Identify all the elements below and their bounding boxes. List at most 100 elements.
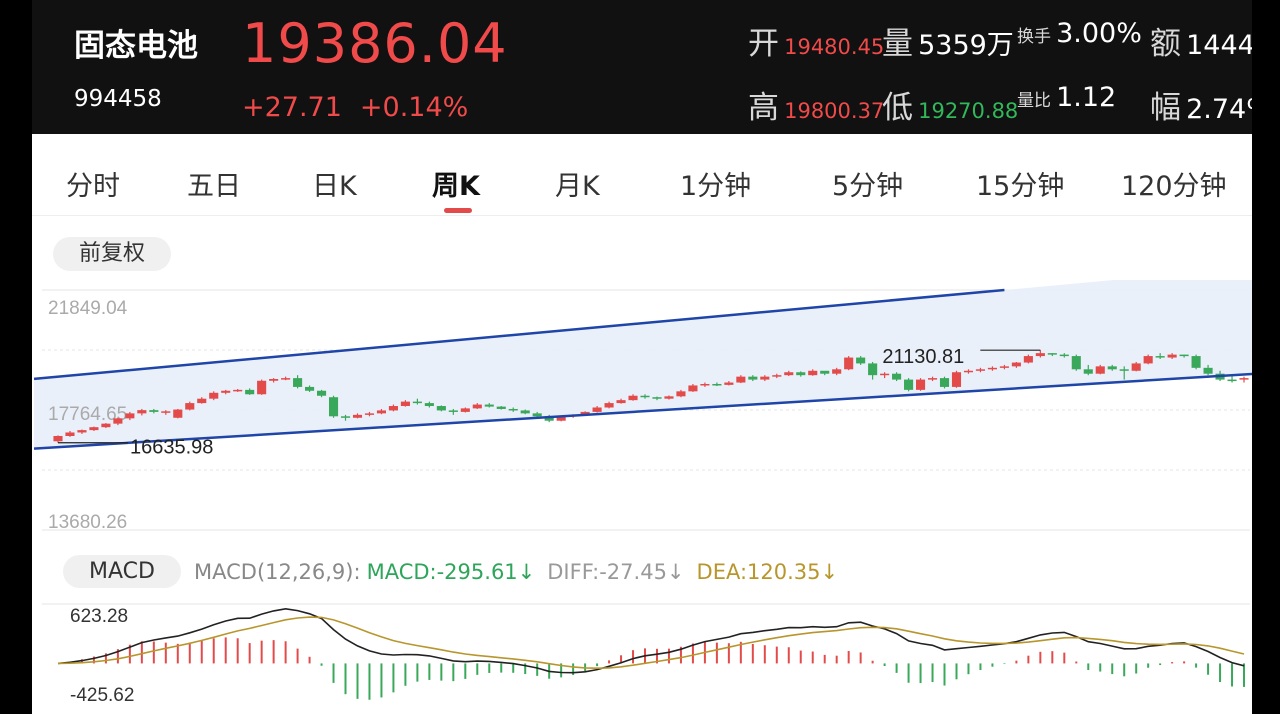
candle-body bbox=[424, 403, 434, 407]
candle-body bbox=[748, 376, 758, 380]
candle-body bbox=[544, 416, 554, 421]
candle-body bbox=[1227, 379, 1237, 382]
max-price-label: 21130.81 bbox=[882, 346, 964, 368]
price-change: +27.71 +0.14% bbox=[242, 92, 486, 123]
candle-body bbox=[1083, 369, 1093, 374]
candle-body bbox=[580, 411, 590, 415]
candle-body bbox=[436, 406, 446, 411]
candle-body bbox=[975, 369, 986, 371]
candle-body bbox=[1119, 369, 1129, 371]
candle-body bbox=[269, 378, 279, 381]
candle-body bbox=[987, 367, 997, 370]
change-amount: +27.71 bbox=[242, 92, 342, 123]
active-tab-indicator bbox=[444, 208, 472, 213]
candle-body bbox=[496, 406, 506, 409]
candle-body bbox=[532, 413, 542, 417]
candle-body bbox=[89, 427, 99, 431]
candle-body bbox=[1011, 362, 1021, 367]
amplitude-stat: 幅 2.74% bbox=[1150, 90, 1252, 126]
candle-body bbox=[736, 376, 746, 383]
channel-upper-line bbox=[33, 288, 1005, 381]
candle-body bbox=[796, 372, 806, 376]
high-stat: 高 19800.37 bbox=[748, 90, 885, 126]
candle-body bbox=[448, 410, 458, 412]
candle-body bbox=[281, 378, 291, 380]
tab-1min[interactable]: 1分钟 bbox=[680, 171, 752, 202]
volume-stat: 量 5359万 bbox=[882, 26, 1014, 62]
candle-body bbox=[844, 357, 854, 370]
candle-body bbox=[820, 370, 830, 374]
candle-body bbox=[221, 390, 231, 393]
candle-body bbox=[1191, 356, 1201, 368]
candle-body bbox=[760, 376, 770, 380]
candle-body bbox=[1167, 354, 1177, 358]
turnover-stat: 换手 3.00% bbox=[1017, 18, 1142, 49]
candle-body bbox=[927, 378, 938, 380]
candle-body bbox=[951, 372, 962, 387]
candle-body bbox=[257, 380, 267, 395]
candle-body bbox=[772, 375, 782, 377]
candlestick-chart[interactable]: 21849.04 17764.65 13680.26 21130.81 16635.98 bbox=[32, 280, 1252, 550]
candle-body bbox=[676, 391, 686, 397]
candle-body bbox=[556, 416, 566, 421]
candle-body bbox=[520, 410, 530, 414]
candle-body bbox=[1071, 356, 1081, 370]
channel-fill bbox=[34, 280, 1252, 449]
candle-body bbox=[1203, 367, 1213, 374]
candle-body bbox=[868, 363, 878, 376]
candle-body bbox=[388, 406, 398, 411]
tab-5min[interactable]: 5分钟 bbox=[832, 171, 904, 202]
candle-body bbox=[1047, 353, 1057, 355]
y-axis-label: 17764.65 bbox=[48, 404, 127, 425]
candle-body bbox=[808, 370, 818, 376]
candle-body bbox=[233, 389, 243, 392]
candle-body bbox=[700, 383, 710, 386]
candle-body bbox=[1239, 378, 1249, 380]
candle-body bbox=[1131, 363, 1141, 371]
tab-monthly-k[interactable]: 月K bbox=[555, 171, 600, 202]
candle-body bbox=[832, 369, 842, 374]
candle-body bbox=[1023, 356, 1033, 363]
dea-line bbox=[57, 616, 1245, 670]
candle-body bbox=[65, 432, 75, 436]
candle-body bbox=[688, 385, 698, 392]
tab-120min[interactable]: 120分钟 bbox=[1121, 171, 1227, 202]
forward-adjust-button[interactable]: 前复权 bbox=[53, 237, 171, 271]
tab-five-day[interactable]: 五日 bbox=[187, 171, 241, 202]
tab-weekly-k[interactable]: 周K bbox=[432, 171, 480, 202]
macd-indicator-button[interactable]: MACD bbox=[63, 555, 181, 588]
min-price-label: 16635.98 bbox=[130, 437, 213, 459]
candle-body bbox=[652, 397, 662, 399]
candle-body bbox=[880, 373, 890, 376]
candle-body bbox=[1059, 354, 1069, 357]
candle-body bbox=[999, 366, 1009, 368]
candle-body bbox=[856, 357, 866, 364]
volume-ratio-stat: 量比 1.12 bbox=[1017, 82, 1117, 113]
tab-15min[interactable]: 15分钟 bbox=[976, 171, 1065, 202]
tab-daily-k[interactable]: 日K bbox=[312, 171, 357, 202]
candle-body bbox=[305, 386, 315, 391]
stock-code: 994458 bbox=[74, 86, 162, 112]
tab-intraday[interactable]: 分时 bbox=[66, 171, 120, 202]
left-margin bbox=[0, 0, 32, 714]
y-axis-label: 13680.26 bbox=[48, 512, 127, 533]
macd-chart[interactable]: 623.28 -425.62 bbox=[32, 594, 1252, 714]
candle-body bbox=[1143, 356, 1153, 364]
candle-body bbox=[185, 403, 195, 410]
candle-body bbox=[352, 414, 363, 418]
candle-body bbox=[173, 409, 183, 418]
candle-body bbox=[604, 403, 614, 408]
candle-body bbox=[376, 410, 387, 414]
period-tabs: 分时 五日 日K 周K 月K 1分钟 5分钟 15分钟 120分钟 bbox=[32, 146, 1252, 216]
stock-name: 固态电池 bbox=[74, 28, 198, 64]
candle-body bbox=[628, 395, 638, 401]
candle-body bbox=[939, 378, 950, 387]
candle-body bbox=[1179, 354, 1189, 357]
candle-body bbox=[53, 435, 63, 442]
candle-body bbox=[161, 411, 171, 413]
candle-body bbox=[340, 416, 351, 418]
diff-value: DIFF:-27.45↓ bbox=[547, 560, 685, 584]
candle-body bbox=[664, 396, 674, 399]
stock-chart-app: 固态电池 994458 19386.04 +27.71 +0.14% 开 1948… bbox=[32, 0, 1252, 714]
macd-params: MACD(12,26,9): bbox=[194, 560, 361, 584]
